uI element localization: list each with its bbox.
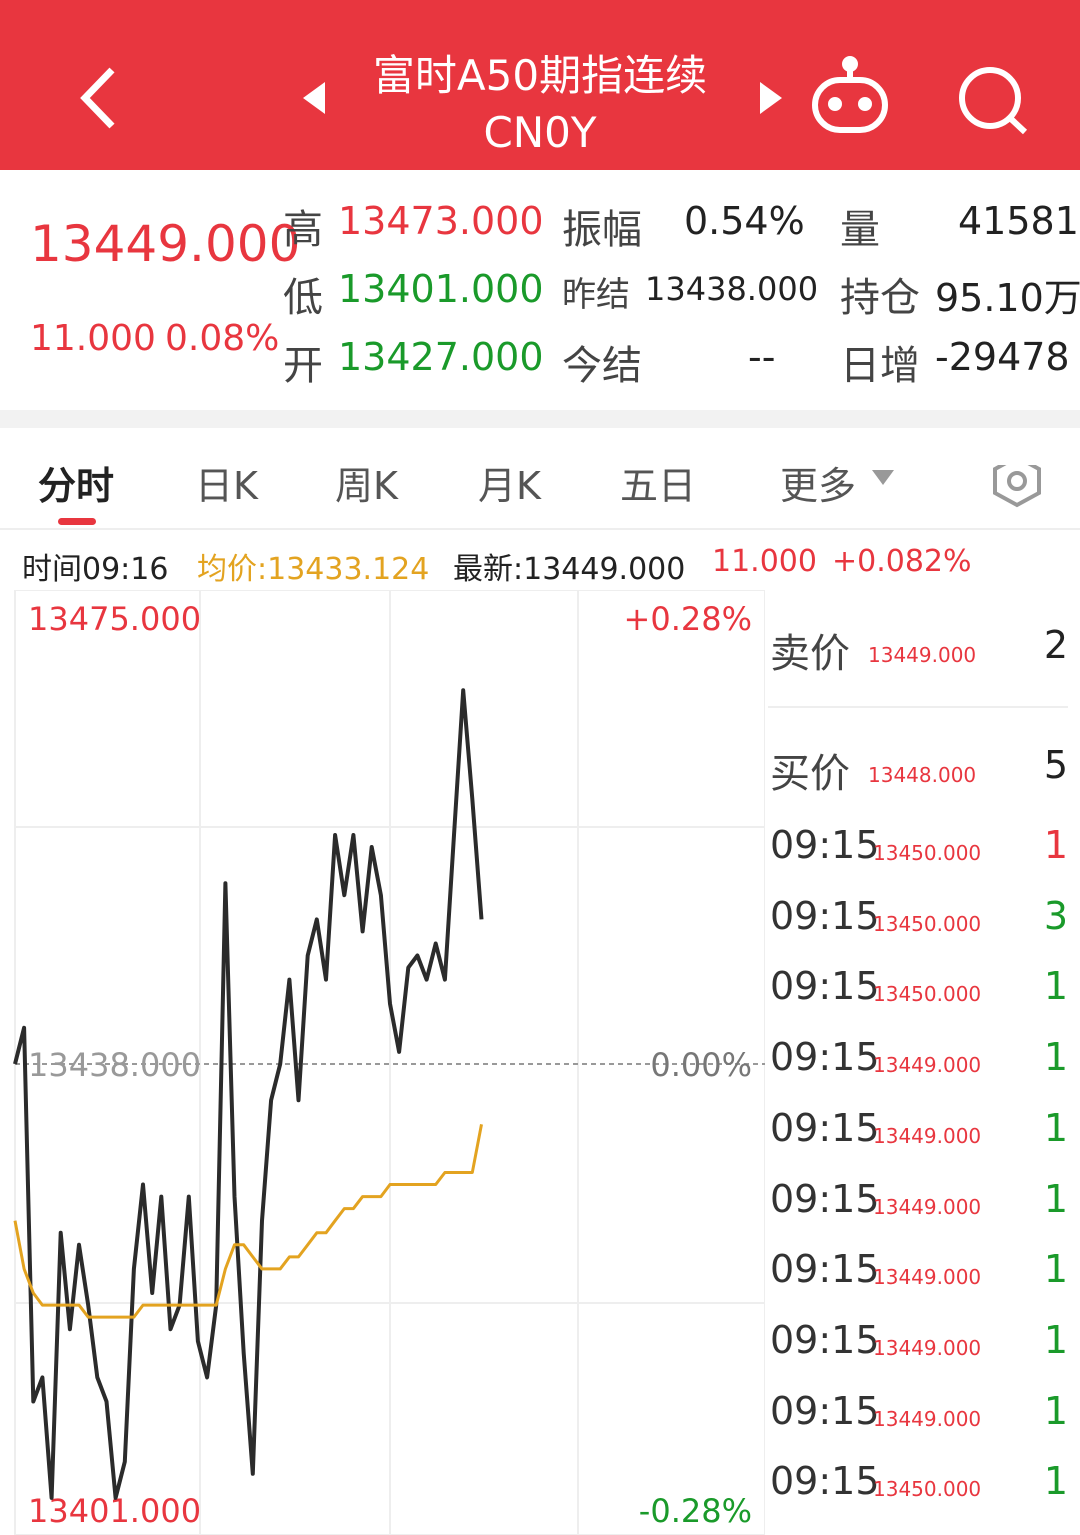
info-last: 最新:13449.000 <box>453 552 686 587</box>
info-avg: 均价:13433.124 <box>197 552 430 587</box>
trade-qty: 1 <box>1043 964 1068 1009</box>
tab[interactable]: 分时 <box>38 464 115 508</box>
y-tick-label: 13475.000 <box>28 600 201 638</box>
trade-time: 09:15 <box>770 1388 880 1433</box>
stat-label: 持仓 <box>840 275 920 321</box>
separator <box>0 528 1080 530</box>
trade-qty: 1 <box>1043 1459 1068 1504</box>
change-pct: 0.08% <box>165 318 280 359</box>
trade-qty: 1 <box>1043 1035 1068 1080</box>
stat-label: 振幅 <box>562 207 642 253</box>
stat-value: 0.54% <box>684 199 805 243</box>
stat-value: -- <box>748 335 776 379</box>
more-arrow <box>872 470 894 485</box>
stat-label: 昨结 <box>562 275 630 315</box>
stat-label: 低 <box>283 275 323 321</box>
separator <box>768 706 1068 708</box>
stat-label: 量 <box>840 207 880 253</box>
stat-label: 今结 <box>562 343 642 389</box>
settings-button[interactable] <box>993 465 1041 508</box>
quote-qty: 2 <box>1043 623 1068 667</box>
y-tick-label: 13438.000 <box>28 1046 201 1084</box>
quote-label: 买价 <box>770 751 850 797</box>
stat-value: 95.10万 <box>935 276 1080 320</box>
tab[interactable]: 更多 <box>780 464 857 508</box>
trade-price: 13449.000 <box>873 1335 982 1360</box>
info-change-pct: +0.082% <box>832 544 972 579</box>
trade-time: 09:15 <box>770 893 880 938</box>
trade-price: 13450.000 <box>873 911 982 936</box>
trade-qty: 1 <box>1043 1247 1068 1292</box>
trade-time: 09:15 <box>770 1176 880 1221</box>
stat-value: 13401.000 <box>338 267 544 311</box>
trade-price: 13450.000 <box>873 841 982 865</box>
trade-qty: 1 <box>1043 1105 1068 1150</box>
quote-qty: 5 <box>1043 743 1068 787</box>
quote-price: 13449.000 <box>868 643 977 667</box>
trade-time: 09:15 <box>770 1317 880 1362</box>
trade-time: 09:15 <box>770 1035 880 1080</box>
trade-qty: 1 <box>1043 1176 1068 1221</box>
header: 富时A50期指连续 CN0Y <box>0 0 1080 170</box>
stat-label: 开 <box>283 343 323 389</box>
back-button[interactable] <box>80 67 115 129</box>
trade-price: 13450.000 <box>873 982 982 1007</box>
tab[interactable]: 月K <box>478 464 541 508</box>
stat-label: 高 <box>283 207 323 253</box>
search-button[interactable] <box>959 67 1028 135</box>
trade-price: 13449.000 <box>873 1194 982 1219</box>
stat-value: 13438.000 <box>645 270 819 308</box>
tab[interactable]: 周K <box>335 464 398 508</box>
trade-qty: 3 <box>1043 893 1068 938</box>
series-line <box>13 688 484 1500</box>
trade-qty: 1 <box>1043 1317 1068 1362</box>
trade-time: 09:15 <box>770 823 880 867</box>
price: 13449.000 <box>30 215 301 273</box>
y2-tick-label: +0.28% <box>624 600 752 638</box>
tab-icons <box>872 465 1041 508</box>
trade-qty: 1 <box>1043 1388 1068 1433</box>
title: 富时A50期指连续 <box>372 51 708 100</box>
trade-price: 13449.000 <box>873 1123 982 1148</box>
trade-price: 13449.000 <box>873 1265 982 1290</box>
trade-price: 13449.000 <box>873 1053 982 1078</box>
chart: 13475.00013438.00013401.000+0.28%0.00%-0… <box>13 590 765 1535</box>
next-button[interactable] <box>760 82 782 114</box>
tab[interactable]: 日K <box>195 464 258 508</box>
stat-value: -29478 <box>935 335 1070 379</box>
stat-value: 13427.000 <box>338 335 544 379</box>
trade-price: 13450.000 <box>873 1477 982 1502</box>
trade-time: 09:15 <box>770 1105 880 1150</box>
series-line <box>13 1124 483 1319</box>
y2-tick-label: -0.28% <box>639 1492 752 1530</box>
robot-button[interactable] <box>812 56 888 133</box>
trade-price: 13449.000 <box>873 1406 982 1431</box>
trade-time: 09:15 <box>770 1247 880 1292</box>
stat-value: 41581 <box>958 199 1079 243</box>
trade-time: 09:15 <box>770 1459 880 1504</box>
change: 11.000 <box>30 318 156 359</box>
info-change: 11.000 <box>712 544 817 579</box>
quote-price: 13448.000 <box>868 763 977 787</box>
tab-indicator <box>58 518 96 525</box>
info-time: 时间09:16 <box>22 552 169 587</box>
stat-value: 13473.000 <box>338 199 544 243</box>
prev-button[interactable] <box>303 82 325 114</box>
trade-time: 09:15 <box>770 964 880 1009</box>
tab[interactable]: 五日 <box>620 464 697 508</box>
header-icons <box>80 56 1028 135</box>
stat-label: 日增 <box>840 343 920 389</box>
subtitle: CN0Y <box>483 108 597 157</box>
divider <box>0 410 1080 428</box>
y2-tick-label: 0.00% <box>650 1046 752 1084</box>
trade-qty: 1 <box>1043 823 1068 867</box>
quote-label: 卖价 <box>770 631 850 677</box>
